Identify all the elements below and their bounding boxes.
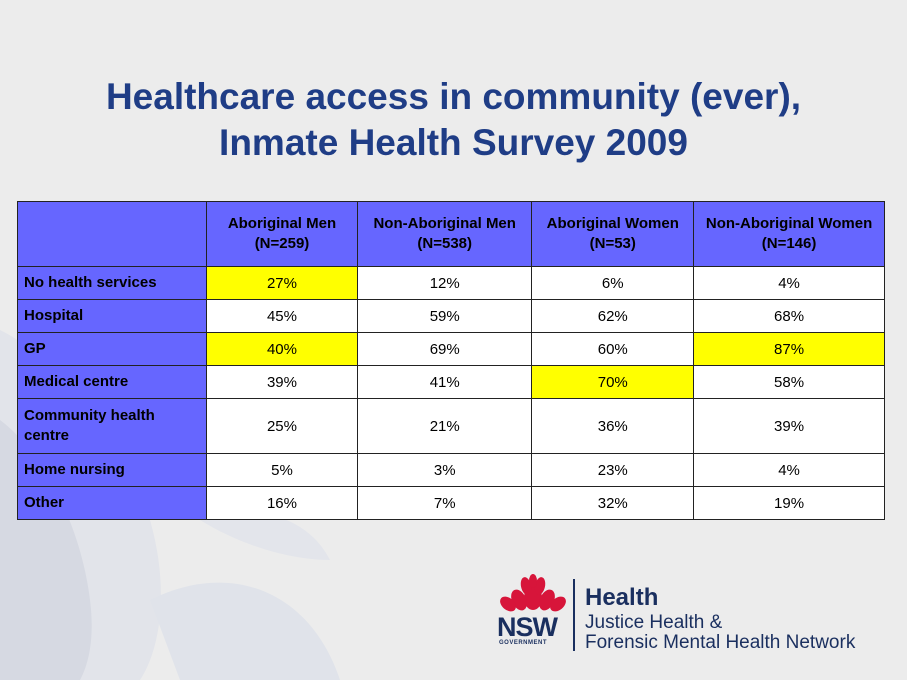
row-label: GP bbox=[17, 332, 207, 366]
nsw-health-logo: NSW GOVERNMENT Health Justice Health & F… bbox=[493, 574, 873, 654]
org-health-label: Health bbox=[585, 584, 659, 611]
table-cell: 12% bbox=[356, 266, 533, 300]
row-label: Other bbox=[17, 486, 207, 520]
table-cell: 70% bbox=[531, 365, 695, 399]
slide-title-line-2: Inmate Health Survey 2009 bbox=[219, 122, 688, 163]
table-cell: 60% bbox=[531, 332, 695, 366]
table-row: Home nursing 5% 3% 23% 4% bbox=[17, 453, 885, 487]
waratah-flower-icon bbox=[500, 574, 566, 612]
table-cell: 4% bbox=[693, 266, 885, 300]
row-label: Home nursing bbox=[17, 453, 207, 487]
table-row: Medical centre 39% 41% 70% 58% bbox=[17, 365, 885, 399]
government-label: GOVERNMENT bbox=[499, 640, 548, 646]
table-cell: 45% bbox=[206, 299, 358, 333]
logo-divider bbox=[573, 579, 575, 651]
table-cell: 27% bbox=[206, 266, 358, 300]
table-row: Community health centre 25% 21% 36% 39% bbox=[17, 398, 885, 454]
column-header: Aboriginal Women (N=53) bbox=[531, 201, 695, 267]
table-cell: 58% bbox=[693, 365, 885, 399]
table-cell: 7% bbox=[356, 486, 533, 520]
table-cell: 87% bbox=[693, 332, 885, 366]
slide-title: Healthcare access in community (ever), I… bbox=[40, 74, 867, 166]
row-label: Medical centre bbox=[17, 365, 207, 399]
slide-title-line-1: Healthcare access in community (ever), bbox=[105, 76, 802, 117]
table-corner-cell bbox=[17, 201, 207, 267]
table-cell: 41% bbox=[356, 365, 533, 399]
table-row: Hospital 45% 59% 62% 68% bbox=[17, 299, 885, 333]
column-header: Non-Aboriginal Men (N=538) bbox=[356, 201, 533, 267]
table-cell: 19% bbox=[693, 486, 885, 520]
column-header: Non-Aboriginal Women (N=146) bbox=[693, 201, 885, 267]
table-cell: 32% bbox=[531, 486, 695, 520]
nsw-wordmark: NSW bbox=[497, 612, 558, 642]
org-line-forensic: Forensic Mental Health Network bbox=[585, 632, 856, 653]
table-header-row: Aboriginal Men (N=259) Non-Aboriginal Me… bbox=[17, 201, 885, 267]
table-row: No health services 27% 12% 6% 4% bbox=[17, 266, 885, 300]
table-cell: 68% bbox=[693, 299, 885, 333]
org-line-justice: Justice Health & bbox=[585, 612, 723, 633]
table-row: Other 16% 7% 32% 19% bbox=[17, 486, 885, 520]
table-row: GP 40% 69% 60% 87% bbox=[17, 332, 885, 366]
healthcare-access-table: Aboriginal Men (N=259) Non-Aboriginal Me… bbox=[17, 201, 885, 520]
table-cell: 59% bbox=[356, 299, 533, 333]
table-cell: 4% bbox=[693, 453, 885, 487]
table-cell: 39% bbox=[206, 365, 358, 399]
row-label: No health services bbox=[17, 266, 207, 300]
table-cell: 69% bbox=[356, 332, 533, 366]
table-cell: 36% bbox=[531, 398, 695, 454]
table-cell: 23% bbox=[531, 453, 695, 487]
column-header: Aboriginal Men (N=259) bbox=[206, 201, 358, 267]
table-cell: 5% bbox=[206, 453, 358, 487]
table-cell: 40% bbox=[206, 332, 358, 366]
row-label: Community health centre bbox=[17, 398, 207, 454]
table-cell: 16% bbox=[206, 486, 358, 520]
table-cell: 21% bbox=[356, 398, 533, 454]
table-cell: 6% bbox=[531, 266, 695, 300]
table-cell: 25% bbox=[206, 398, 358, 454]
table-cell: 39% bbox=[693, 398, 885, 454]
row-label: Hospital bbox=[17, 299, 207, 333]
table-cell: 3% bbox=[356, 453, 533, 487]
table-cell: 62% bbox=[531, 299, 695, 333]
